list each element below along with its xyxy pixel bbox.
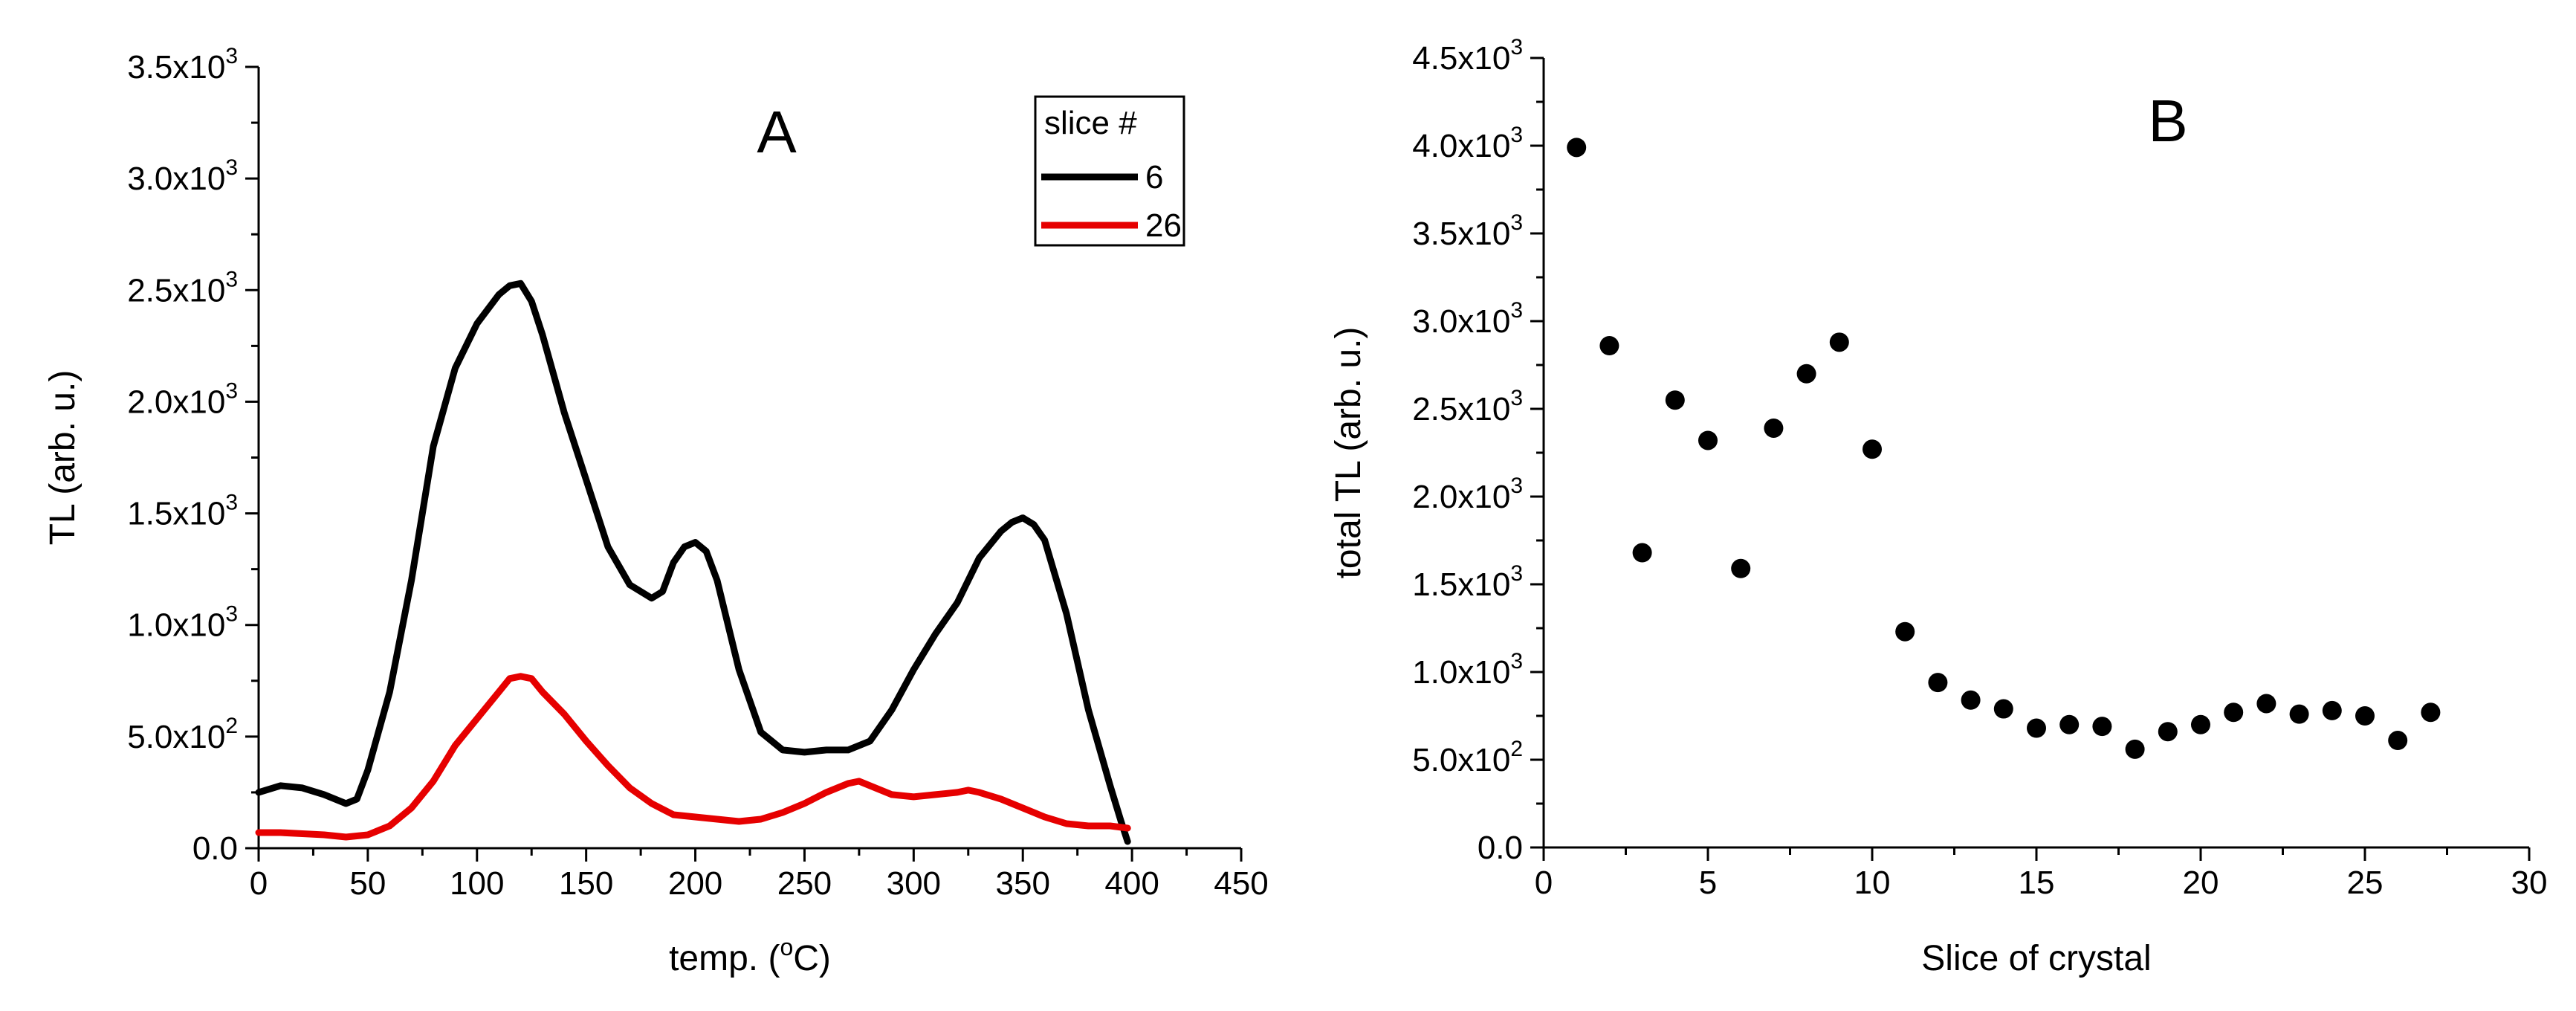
legend-box [1034, 95, 1185, 247]
y-tick-label: 2.5x103 [1412, 386, 1523, 427]
y-tick-label: 1.5x103 [127, 491, 238, 532]
y-tick-label: 3.0x103 [1412, 298, 1523, 340]
series-line-6 [255, 280, 1131, 845]
x-tick-label: 50 [349, 865, 386, 902]
data-point [2125, 739, 2145, 759]
data-point [2355, 706, 2375, 726]
data-point [2256, 694, 2276, 714]
y-tick-label: 2.0x103 [1412, 474, 1523, 515]
x-axis-title: temp. (oC) [669, 934, 831, 978]
data-point [2224, 702, 2244, 723]
data-point [1731, 558, 1751, 578]
y-tick-label: 4.5x103 [1412, 35, 1523, 77]
data-point [2059, 714, 2080, 734]
legend-label: 6 [1145, 159, 1163, 196]
y-tick-label: 1.0x103 [127, 602, 238, 644]
x-tick-label: 350 [996, 865, 1050, 902]
data-point [1928, 673, 1948, 693]
y-tick-label: 3.5x103 [127, 44, 238, 85]
y-tick-label: 5.0x102 [127, 714, 238, 755]
y-axis-title: TL (arb. u.) [43, 370, 82, 546]
y-tick-label: 4.0x103 [1412, 123, 1523, 164]
data-point [2158, 722, 2178, 742]
x-tick-label: 0 [250, 865, 268, 902]
y-tick-label: 3.0x103 [127, 155, 238, 197]
x-tick-label: 400 [1104, 865, 1159, 902]
panel-a-chart: 0 50 100 150 200 250 300 350 400 450 0.0 5.0x102 1.0… [43, 44, 1269, 978]
data-point [2388, 731, 2408, 751]
legend-title: slice # [1044, 105, 1137, 141]
y-tick-label: 2.5x103 [127, 267, 238, 309]
panel-b-chart: 0 5 10 15 20 25 30 0.0 5.0x102 1.0x103 1.5x103 2.0x… [1329, 35, 2547, 978]
data-point [1599, 336, 1619, 356]
y-tick-label: 0.0 [192, 830, 238, 867]
y-tick-label: 3.5x103 [1412, 210, 1523, 252]
data-point [1993, 699, 2013, 719]
x-axis-title: Slice of crystal [1921, 939, 2151, 978]
x-tick-label: 200 [668, 865, 722, 902]
data-point [1665, 390, 1685, 410]
x-tick-label: 450 [1214, 865, 1268, 902]
x-tick-label: 15 [2019, 865, 2055, 901]
data-point [1961, 690, 1981, 710]
x-tick-label: 10 [1854, 865, 1891, 901]
data-point [2027, 718, 2046, 738]
x-tick-label: 25 [2347, 865, 2384, 901]
x-tick-label: 5 [1699, 865, 1717, 901]
y-axis-title: total TL (arb. u.) [1329, 327, 1368, 579]
y-tick-label: 2.0x103 [127, 378, 238, 420]
panel-label: B [2148, 88, 2187, 154]
x-tick-label: 0 [1535, 865, 1553, 901]
data-point [1698, 430, 1718, 450]
data-point [1829, 332, 1849, 352]
y-tick-label: 0.0 [1478, 830, 1523, 866]
data-point [2191, 714, 2210, 734]
data-point [2322, 700, 2342, 720]
data-point [1895, 621, 1915, 642]
x-tick-label: 150 [559, 865, 613, 902]
series-line-26 [255, 673, 1131, 841]
data-point [2289, 704, 2309, 724]
legend-label: 26 [1145, 207, 1182, 244]
x-tick-label: 100 [450, 865, 504, 902]
data-point [2421, 702, 2441, 723]
data-point [1863, 439, 1882, 459]
x-tick-label: 300 [887, 865, 941, 902]
legend: slice #6 26 [1034, 95, 1185, 247]
panel-label: A [757, 99, 797, 165]
data-point [1764, 418, 1784, 438]
data-point [1632, 543, 1652, 563]
data-point [1796, 364, 1816, 384]
x-tick-label: 30 [2511, 865, 2548, 901]
y-tick-label: 5.0x102 [1412, 737, 1523, 778]
y-tick-label: 1.0x103 [1412, 649, 1523, 691]
x-tick-label: 250 [777, 865, 832, 902]
x-tick-label: 20 [2183, 865, 2219, 901]
data-point [2092, 717, 2112, 737]
data-point [1567, 138, 1587, 158]
y-tick-label: 1.5x103 [1412, 561, 1523, 603]
